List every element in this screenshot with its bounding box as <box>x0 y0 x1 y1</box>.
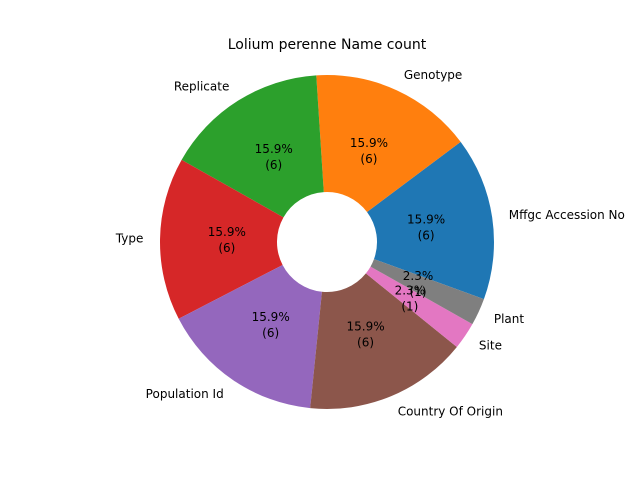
percent-label-site: 2.3% <box>395 283 426 297</box>
percent-label-genotype: 15.9% <box>350 136 388 150</box>
percent-label-population-id: 15.9% <box>252 310 290 324</box>
category-label-genotype: Genotype <box>404 68 462 82</box>
category-label-mffgc-accession-no: Mffgc Accession No <box>509 208 625 222</box>
category-label-plant: Plant <box>494 312 525 326</box>
pie-slice-genotype <box>316 75 461 213</box>
category-label-site: Site <box>479 338 502 352</box>
category-label-population-id: Population Id <box>146 387 224 401</box>
count-label-site: (1) <box>401 299 418 313</box>
pie-slice-mffgc-accession-no <box>367 141 495 300</box>
pie-slice-country-of-origin <box>310 273 457 409</box>
count-label-genotype: (6) <box>360 152 377 166</box>
pie-slice-population-id <box>178 264 322 409</box>
percent-label-country-of-origin: 15.9% <box>346 319 384 333</box>
pie-slice-plant <box>370 259 484 325</box>
category-label-country-of-origin: Country Of Origin <box>398 405 503 419</box>
category-label-type: Type <box>115 232 144 246</box>
pie-slice-replicate <box>181 75 324 218</box>
pie-slice-type <box>160 159 284 319</box>
pie-wedges <box>160 75 495 409</box>
pie-slice-site <box>365 266 473 347</box>
percent-label-type: 15.9% <box>208 225 246 239</box>
count-label-plant: (1) <box>410 285 427 299</box>
count-label-replicate: (6) <box>265 158 282 172</box>
count-label-population-id: (6) <box>262 326 279 340</box>
count-label-country-of-origin: (6) <box>357 335 374 349</box>
count-label-mffgc-accession-no: (6) <box>418 228 435 242</box>
pie-labels: Mffgc Accession No 15.9% (6) Genotype 15.9% (… <box>115 68 625 418</box>
chart-title: Lolium perenne Name count <box>228 37 427 53</box>
percent-label-mffgc-accession-no: 15.9% <box>407 212 445 226</box>
percent-label-replicate: 15.9% <box>255 142 293 156</box>
count-label-type: (6) <box>218 241 235 255</box>
percent-label-plant: 2.3% <box>403 269 434 283</box>
category-label-replicate: Replicate <box>174 79 230 93</box>
